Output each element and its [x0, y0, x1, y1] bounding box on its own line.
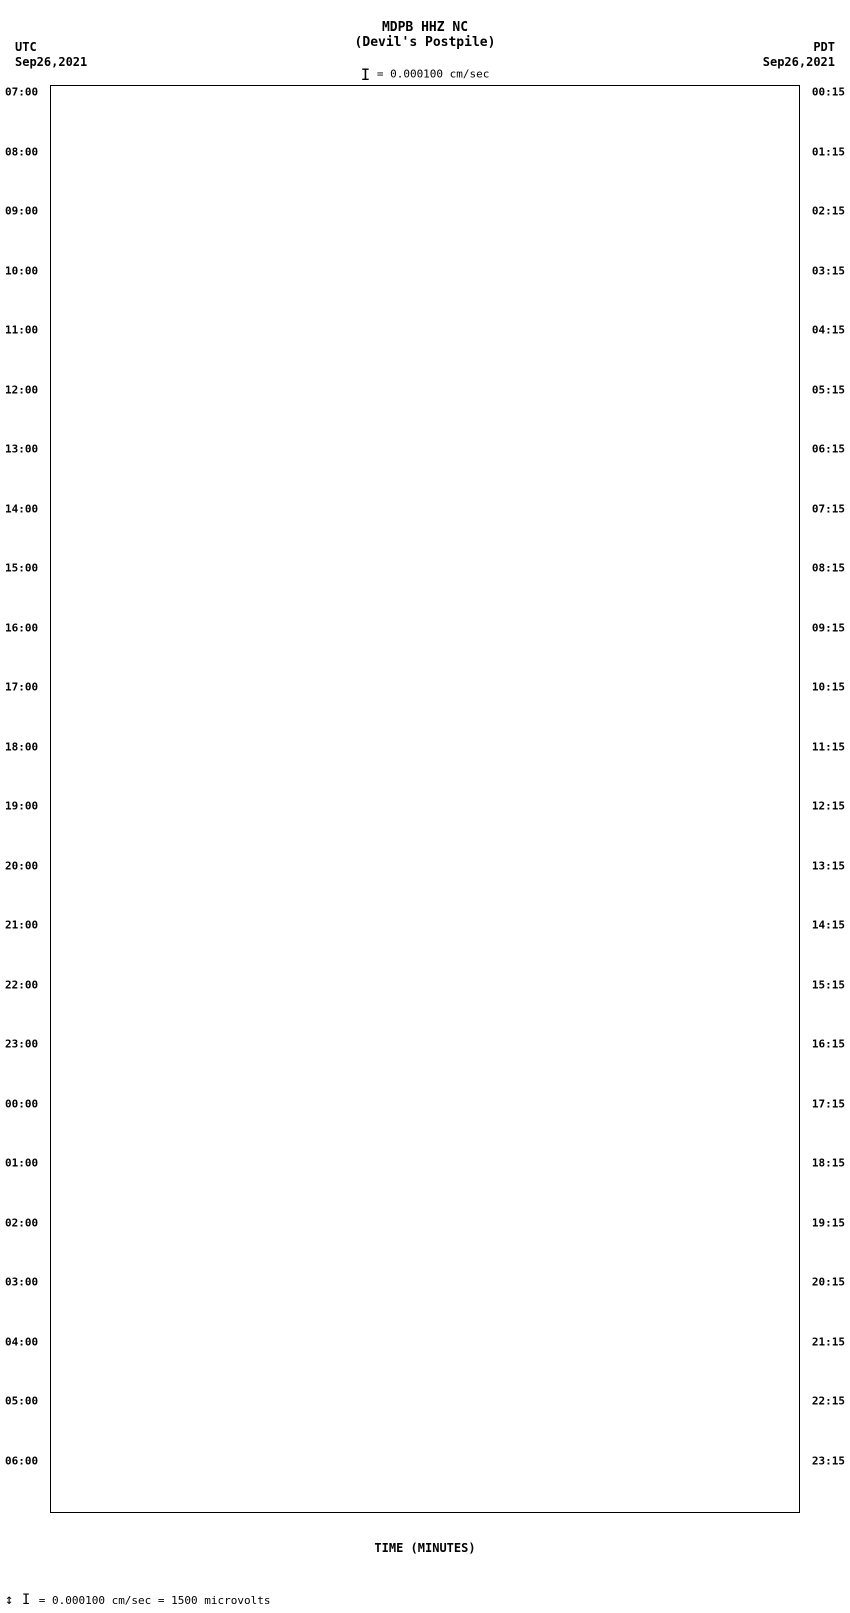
pdt-time-label: 11:15 [812, 740, 845, 753]
seismogram-traces [51, 86, 799, 1512]
utc-time-label: 16:00 [5, 621, 38, 634]
pdt-time-label: 02:15 [812, 205, 845, 218]
utc-time-label: 18:00 [5, 740, 38, 753]
x-axis-title: TIME (MINUTES) [50, 1541, 800, 1555]
utc-time-label: 09:00 [5, 205, 38, 218]
utc-time-label: 05:00 [5, 1395, 38, 1408]
scale-legend: I = 0.000100 cm/sec [0, 65, 850, 84]
pdt-time-label: 09:15 [812, 621, 845, 634]
utc-time-label: 14:00 [5, 502, 38, 515]
pdt-time-label: 13:15 [812, 859, 845, 872]
pdt-time-label: 20:15 [812, 1276, 845, 1289]
pdt-time-label: 23:15 [812, 1454, 845, 1467]
footer-scale: ↕ I = 0.000100 cm/sec = 1500 microvolts [5, 1592, 271, 1608]
utc-time-label: 01:00 [5, 1157, 38, 1170]
pdt-time-label: 16:15 [812, 1038, 845, 1051]
plot-area [50, 85, 800, 1513]
pdt-time-label: 00:15 [812, 86, 845, 99]
utc-time-label: 03:00 [5, 1276, 38, 1289]
pdt-time-label: 21:15 [812, 1335, 845, 1348]
x-axis: TIME (MINUTES) [50, 1513, 800, 1543]
utc-time-label: 22:00 [5, 978, 38, 991]
utc-time-label: 07:00 [5, 86, 38, 99]
utc-time-label: 11:00 [5, 324, 38, 337]
pdt-time-label: 01:15 [812, 145, 845, 158]
helicorder-container: MDPB HHZ NC (Devil's Postpile) UTC Sep26… [0, 0, 850, 1613]
utc-time-label: 23:00 [5, 1038, 38, 1051]
pdt-time-label: 10:15 [812, 681, 845, 694]
utc-time-label: 10:00 [5, 264, 38, 277]
pdt-time-label: 12:15 [812, 800, 845, 813]
utc-time-label: 00:00 [5, 1097, 38, 1110]
pdt-time-label: 07:15 [812, 502, 845, 515]
utc-time-label: 19:00 [5, 800, 38, 813]
pdt-time-label: 19:15 [812, 1216, 845, 1229]
utc-time-label: 12:00 [5, 383, 38, 396]
pdt-time-label: 06:15 [812, 443, 845, 456]
pdt-time-label: 17:15 [812, 1097, 845, 1110]
left-timezone-label: UTC [15, 40, 37, 54]
utc-time-label: 08:00 [5, 145, 38, 158]
utc-time-label: 17:00 [5, 681, 38, 694]
station-code: MDPB HHZ NC [0, 20, 850, 35]
pdt-time-label: 03:15 [812, 264, 845, 277]
header: MDPB HHZ NC (Devil's Postpile) [0, 20, 850, 50]
right-timezone-label: PDT [813, 40, 835, 54]
pdt-time-label: 04:15 [812, 324, 845, 337]
utc-time-label: 02:00 [5, 1216, 38, 1229]
pdt-time-label: 18:15 [812, 1157, 845, 1170]
utc-time-label: 20:00 [5, 859, 38, 872]
station-location: (Devil's Postpile) [0, 35, 850, 50]
utc-time-label: 06:00 [5, 1454, 38, 1467]
pdt-time-label: 14:15 [812, 919, 845, 932]
pdt-time-label: 08:15 [812, 562, 845, 575]
utc-time-label: 15:00 [5, 562, 38, 575]
pdt-time-label: 22:15 [812, 1395, 845, 1408]
utc-time-label: 21:00 [5, 919, 38, 932]
pdt-time-label: 05:15 [812, 383, 845, 396]
utc-time-label: 13:00 [5, 443, 38, 456]
pdt-time-label: 15:15 [812, 978, 845, 991]
utc-time-label: 04:00 [5, 1335, 38, 1348]
